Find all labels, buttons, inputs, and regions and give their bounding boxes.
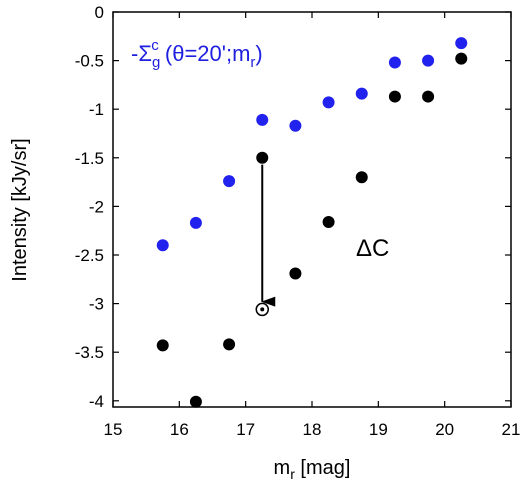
open-data-point-center <box>260 307 265 312</box>
plot-frame <box>112 11 512 408</box>
y-tick-label: -2 <box>89 197 104 216</box>
data-point-series-1 <box>289 267 302 280</box>
y-tick-label: -1.5 <box>75 149 104 168</box>
x-tick-label: 17 <box>236 420 255 439</box>
data-point-series-0 <box>289 119 302 132</box>
data-point-series-0 <box>156 239 169 252</box>
data-point-series-1 <box>156 339 169 352</box>
data-points <box>156 37 468 408</box>
y-tick-label: -3.5 <box>75 343 104 362</box>
x-tick-label: 19 <box>369 420 388 439</box>
data-point-series-0 <box>455 37 468 50</box>
data-point-series-1 <box>455 52 468 65</box>
data-point-series-0 <box>388 56 401 69</box>
data-point-series-1 <box>322 215 335 228</box>
annotation-delta-c: ΔC <box>356 235 389 262</box>
data-point-series-1 <box>388 90 401 103</box>
y-tick-label: -1 <box>89 100 104 119</box>
x-tick-label: 18 <box>303 420 322 439</box>
data-point-series-0 <box>223 175 236 188</box>
tick-labels: 15 16 17 18 19 20 21 0 -0.5 -1 -1.5 -2 -2.5 -3 -3.5 -4 <box>75 3 520 439</box>
annotation-sigma: -Σgc (θ=20';mr) <box>131 37 263 71</box>
data-point-series-0 <box>189 216 202 229</box>
x-tick-label: 21 <box>502 420 520 439</box>
data-point-series-1 <box>355 171 368 184</box>
x-tick-label: 20 <box>435 420 454 439</box>
y-axis-label: Intensity [kJy/sr] <box>9 138 31 281</box>
y-tick-label: -3 <box>89 295 104 314</box>
data-point-series-1 <box>422 90 435 103</box>
data-point-series-0 <box>256 113 269 126</box>
data-point-series-1 <box>189 395 202 408</box>
data-point-series-1 <box>223 338 236 351</box>
data-point-series-0 <box>355 87 368 100</box>
x-axis-label: mr [mag] <box>274 457 351 482</box>
data-point-series-1 <box>256 151 269 164</box>
axis-ticks <box>112 11 512 407</box>
data-point-series-0 <box>322 96 335 109</box>
x-tick-label: 15 <box>104 420 123 439</box>
y-tick-label: -4 <box>89 392 104 411</box>
y-tick-label: 0 <box>95 3 104 22</box>
data-point-series-0 <box>422 54 435 67</box>
y-tick-label: -0.5 <box>75 52 104 71</box>
y-tick-label: -2.5 <box>75 246 104 265</box>
x-tick-label: 16 <box>170 420 189 439</box>
